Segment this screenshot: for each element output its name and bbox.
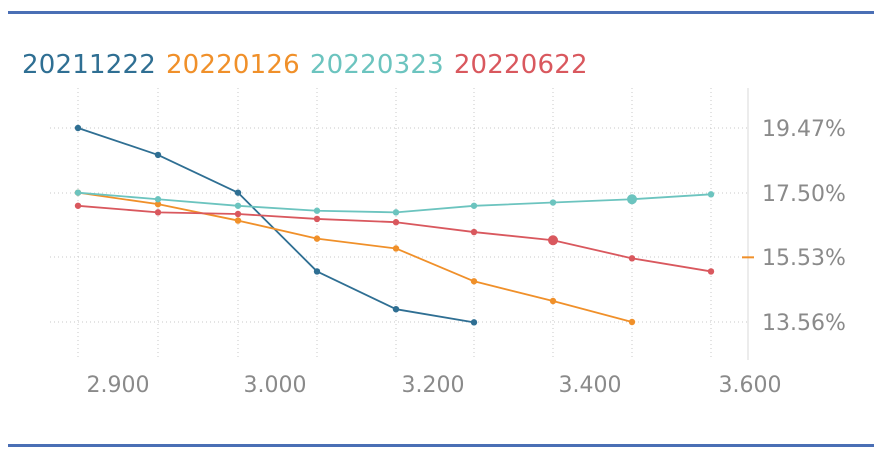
data-point-20211222 (470, 319, 478, 326)
data-point-20220622 (628, 255, 636, 262)
x-tick-label: 3.000 (244, 373, 307, 398)
data-point-20220323 (470, 202, 478, 209)
data-point-20220126 (549, 297, 557, 305)
y-tick-label: 19.47% (762, 117, 846, 142)
x-tick-label: 3.600 (719, 373, 782, 398)
data-point-20220323 (707, 191, 715, 198)
legend: 20211222 20220126 20220323 20220622 (22, 50, 598, 80)
data-point-20220622 (392, 219, 400, 226)
y-tick-label: 15.53% (762, 246, 846, 271)
data-point-20220126 (234, 217, 242, 224)
data-point-20220323 (313, 207, 321, 214)
data-point-20211222 (392, 305, 400, 313)
data-point-20220126 (628, 318, 636, 326)
data-point-20220323 (154, 196, 162, 203)
series-line-20220323 (77, 191, 712, 214)
data-point-20211222 (313, 268, 321, 275)
x-tick-label: 3.400 (559, 373, 622, 398)
top-border (8, 11, 874, 14)
x-tick-label: 3.200 (402, 373, 465, 398)
data-point-20220622 (234, 210, 242, 218)
bottom-border (8, 444, 874, 447)
data-point-20220323 (74, 189, 82, 196)
data-point-20211222 (154, 151, 162, 159)
series-line-20220622 (77, 204, 712, 273)
data-point-20220622 (154, 209, 162, 216)
data-point-20220323 (549, 199, 557, 206)
data-point-20220126 (154, 200, 162, 208)
data-point-20220323 (392, 209, 400, 216)
data-point-20211222 (234, 189, 242, 196)
x-tick-label: 2.900 (87, 373, 150, 398)
data-point-20211222 (74, 124, 82, 132)
data-point-20220126 (470, 278, 478, 285)
data-point-20220323 (234, 202, 242, 209)
data-point-20220622 (74, 202, 82, 209)
highlighted-point-20220323 (627, 194, 637, 205)
highlighted-point-20220622 (548, 235, 558, 246)
data-point-20220622 (470, 228, 478, 236)
series-line-20211222 (77, 127, 475, 324)
legend-item-20220323: 20220323 (309, 50, 444, 80)
legend-item-20220126: 20220126 (165, 50, 300, 80)
y-tick-label: 13.56% (762, 311, 846, 336)
y-tick-label: 17.50% (762, 182, 846, 207)
data-point-20220622 (707, 268, 715, 275)
data-point-20220126 (313, 235, 321, 242)
legend-item-20211222: 20211222 (22, 50, 156, 80)
series-line-20220126 (77, 191, 633, 323)
data-point-20220622 (313, 215, 321, 223)
legend-item-20220622: 20220622 (453, 50, 588, 80)
data-point-20220126 (392, 245, 400, 252)
